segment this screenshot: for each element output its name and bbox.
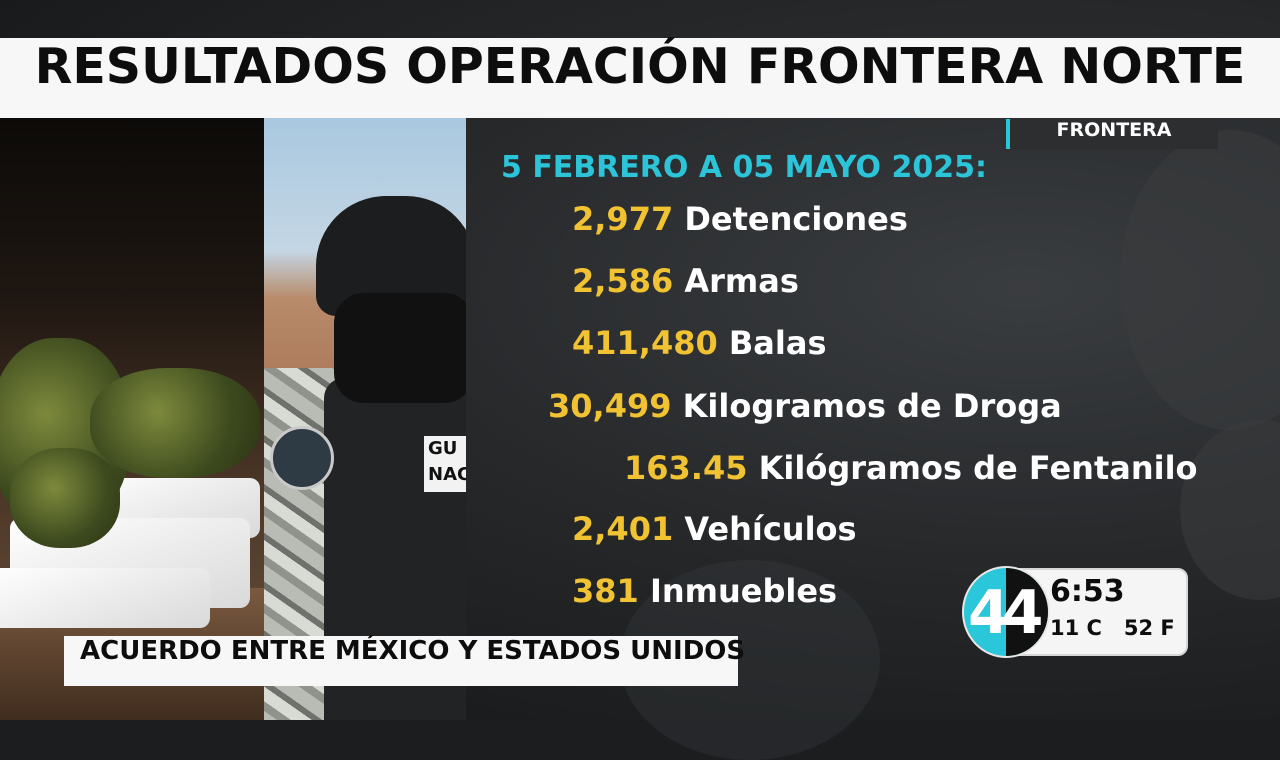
lower-third-text: ACUERDO ENTRE MÉXICO Y ESTADOS UNIDOS — [80, 636, 746, 666]
channel-logo: 44 — [962, 566, 1050, 658]
lower-third: ACUERDO ENTRE MÉXICO Y ESTADOS UNIDOS — [64, 636, 746, 686]
stat-armas: 2,586 Armas — [572, 262, 799, 300]
stat-value: 163.45 — [624, 449, 748, 487]
section-tag: FRONTERA — [1006, 119, 1218, 149]
temperature: 11 C 52 F — [1050, 616, 1175, 640]
stat-vehiculos: 2,401 Vehículos — [572, 510, 857, 548]
channel-number: 44 — [968, 578, 1043, 648]
stat-label: Armas — [684, 262, 799, 300]
stat-detenciones: 2,977 Detenciones — [572, 200, 908, 238]
stat-label: Balas — [728, 324, 827, 362]
stat-value: 2,586 — [572, 262, 674, 300]
vest-label: GU NAC — [424, 436, 466, 492]
stat-value: 2,401 — [572, 510, 674, 548]
date-range: 5 FEBRERO A 05 MAYO 2025: — [501, 150, 987, 185]
stat-label: Kilogramos de Droga — [682, 387, 1062, 425]
face-mask — [334, 293, 466, 403]
stat-fentanilo: 163.45 Kilógramos de Fentanilo — [624, 449, 1198, 487]
stat-droga: 30,499 Kilogramos de Droga — [548, 387, 1062, 425]
section-tag-label: FRONTERA — [1056, 119, 1172, 141]
stat-label: Detenciones — [684, 200, 908, 238]
clock-time: 6:53 — [1050, 574, 1125, 609]
emblem-patch — [270, 426, 334, 490]
stat-balas: 411,480 Balas — [572, 324, 826, 362]
logo-half — [1006, 568, 1048, 656]
stat-value: 2,977 — [572, 200, 674, 238]
cannabis-bud — [10, 448, 120, 548]
bag — [0, 568, 210, 628]
stat-value: 30,499 — [548, 387, 672, 425]
drugs-photo — [0, 118, 264, 720]
title-bar: RESULTADOS OPERACIÓN FRONTERA NORTE — [0, 38, 1280, 118]
stat-inmuebles: 381 Inmuebles — [572, 572, 837, 610]
stat-value: 381 — [572, 572, 639, 610]
stat-value: 411,480 — [572, 324, 718, 362]
page-title: RESULTADOS OPERACIÓN FRONTERA NORTE — [34, 38, 1246, 95]
cannabis-bud — [90, 368, 260, 478]
stat-label: Vehículos — [684, 510, 857, 548]
stat-label: Kilógramos de Fentanilo — [758, 449, 1198, 487]
stat-label: Inmuebles — [649, 572, 838, 610]
soldier-photo: GU NAC — [264, 118, 466, 720]
